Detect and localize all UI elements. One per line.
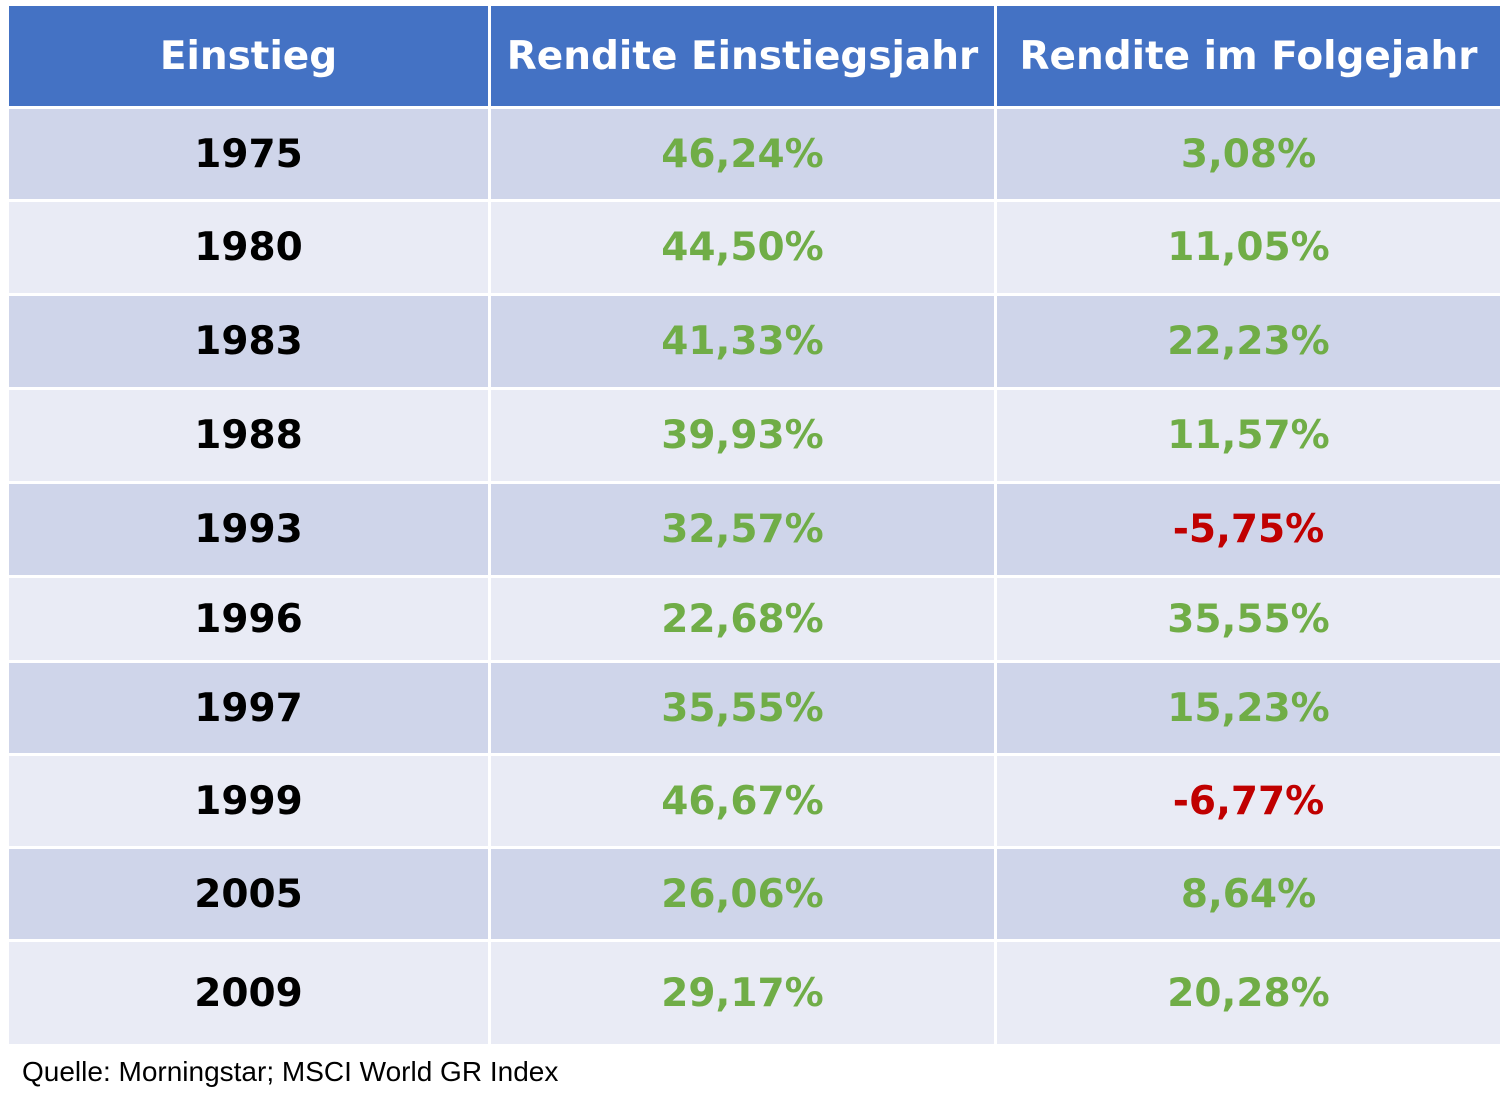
cell-einstieg-year: 1996 [6, 575, 491, 663]
cell-rendite-folgejahr: 15,23% [994, 660, 1503, 756]
cell-einstieg-year: 1980 [6, 199, 491, 296]
cell-einstieg-year: 1983 [6, 293, 491, 390]
cell-rendite-einstiegsjahr: 35,55% [488, 660, 997, 756]
source-note: Quelle: Morningstar; MSCI World GR Index [22, 1056, 559, 1087]
cell-rendite-folgejahr: 8,64% [994, 846, 1503, 942]
column-header-einstieg: Einstieg [6, 3, 491, 109]
table-row: 2009 29,17% 20,28% [6, 939, 1503, 1047]
table-body: 1975 46,24% 3,08% 1980 44,50% 11,05% 1983 41,33… [6, 106, 1503, 1047]
cell-rendite-einstiegsjahr: 29,17% [488, 939, 997, 1047]
cell-rendite-folgejahr: 3,08% [994, 106, 1503, 202]
cell-einstieg-year: 1993 [6, 481, 491, 578]
table-row: 1988 39,93% 11,57% [6, 387, 1503, 484]
cell-rendite-einstiegsjahr: 44,50% [488, 199, 997, 296]
cell-einstieg-year: 1975 [6, 106, 491, 202]
cell-rendite-folgejahr: 35,55% [994, 575, 1503, 663]
returns-table: Einstieg Rendite Einstiegsjahr Rendite i… [6, 3, 1503, 1047]
cell-rendite-folgejahr: -6,77% [994, 753, 1503, 849]
table-row: 1993 32,57% -5,75% [6, 481, 1503, 578]
cell-einstieg-year: 2009 [6, 939, 491, 1047]
cell-rendite-folgejahr: 11,57% [994, 387, 1503, 484]
table-row: 1996 22,68% 35,55% [6, 575, 1503, 663]
cell-rendite-einstiegsjahr: 41,33% [488, 293, 997, 390]
column-header-rendite-einstiegsjahr: Rendite Einstiegsjahr [488, 3, 997, 109]
cell-rendite-folgejahr: 11,05% [994, 199, 1503, 296]
cell-rendite-einstiegsjahr: 46,24% [488, 106, 997, 202]
cell-rendite-folgejahr: 20,28% [994, 939, 1503, 1047]
table-row: 1975 46,24% 3,08% [6, 106, 1503, 202]
cell-rendite-einstiegsjahr: 26,06% [488, 846, 997, 942]
table-row: 1997 35,55% 15,23% [6, 660, 1503, 756]
cell-einstieg-year: 1999 [6, 753, 491, 849]
cell-rendite-folgejahr: -5,75% [994, 481, 1503, 578]
cell-einstieg-year: 1988 [6, 387, 491, 484]
column-header-rendite-folgejahr: Rendite im Folgejahr [994, 3, 1503, 109]
table-row: 2005 26,06% 8,64% [6, 846, 1503, 942]
cell-rendite-folgejahr: 22,23% [994, 293, 1503, 390]
table-row: 1999 46,67% -6,77% [6, 753, 1503, 849]
header-row: Einstieg Rendite Einstiegsjahr Rendite i… [6, 3, 1503, 109]
table-row: 1980 44,50% 11,05% [6, 199, 1503, 296]
cell-rendite-einstiegsjahr: 32,57% [488, 481, 997, 578]
cell-einstieg-year: 1997 [6, 660, 491, 756]
cell-rendite-einstiegsjahr: 39,93% [488, 387, 997, 484]
table-row: 1983 41,33% 22,23% [6, 293, 1503, 390]
cell-rendite-einstiegsjahr: 46,67% [488, 753, 997, 849]
cell-einstieg-year: 2005 [6, 846, 491, 942]
cell-rendite-einstiegsjahr: 22,68% [488, 575, 997, 663]
